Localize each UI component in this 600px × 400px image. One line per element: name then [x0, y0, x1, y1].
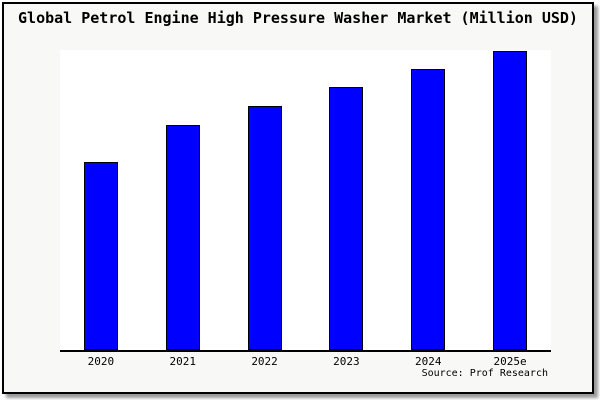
x-tick-label-2021: 2021 [169, 355, 196, 368]
bar-slot [60, 161, 142, 350]
x-axis-labels: 2020 2021 2022 2023 2024 2025e [60, 355, 551, 368]
bar-2021 [165, 125, 200, 350]
x-tick-label-2022: 2022 [251, 355, 278, 368]
bar-slot [224, 106, 306, 350]
x-tick-label-2025e: 2025e [493, 355, 527, 368]
bar-slot [469, 50, 551, 350]
bar-2025e [493, 50, 528, 350]
x-tick-label-2024: 2024 [414, 355, 442, 368]
chart-frame: Global Petrol Engine High Pressure Washe… [2, 2, 594, 394]
bar-slot [305, 86, 387, 350]
bar-2023 [329, 86, 364, 350]
x-tick-label-2020: 2020 [87, 355, 115, 368]
plot-area [60, 50, 551, 352]
bar-slot [387, 68, 469, 350]
bar-2020 [83, 161, 118, 350]
bar-2024 [411, 68, 446, 350]
chart-title: Global Petrol Engine High Pressure Washe… [18, 9, 578, 27]
source-credit: Source: Prof Research [421, 368, 548, 379]
x-tick-label-2023: 2023 [333, 355, 360, 368]
bar-slot [142, 125, 224, 350]
bar-2022 [247, 106, 282, 350]
